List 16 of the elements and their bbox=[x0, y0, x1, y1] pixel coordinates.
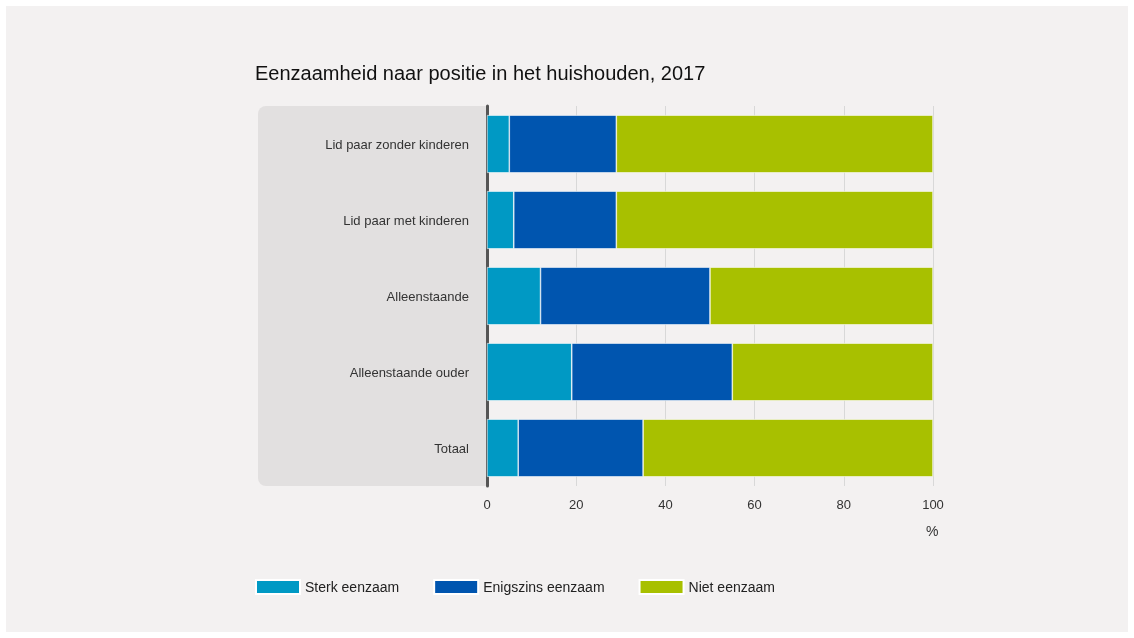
y-tick-label: Totaal bbox=[434, 440, 470, 456]
legend-label: Enigszins eenzaam bbox=[483, 579, 605, 595]
x-tick-label: 60 bbox=[747, 497, 762, 512]
legend-label: Niet eenzaam bbox=[688, 579, 775, 595]
y-tick-label: Lid paar zonder kinderen bbox=[325, 136, 469, 152]
x-tick-label: 100 bbox=[922, 497, 944, 512]
y-tick-label: Lid paar met kinderen bbox=[343, 212, 469, 228]
x-axis-title: % bbox=[926, 523, 939, 539]
x-tick-label: 20 bbox=[568, 497, 584, 512]
y-tick-label: Alleenstaande ouder bbox=[349, 364, 470, 380]
chart-title: Eenzaamheid naar positie in het huishouden, 2017 bbox=[255, 62, 706, 84]
x-tick-label: 40 bbox=[658, 497, 673, 512]
x-tick-label: 80 bbox=[836, 497, 852, 512]
y-tick-label: Alleenstaande bbox=[386, 288, 469, 304]
x-tick-label: 0 bbox=[483, 497, 491, 512]
legend-label: Sterk eenzaam bbox=[305, 579, 400, 595]
